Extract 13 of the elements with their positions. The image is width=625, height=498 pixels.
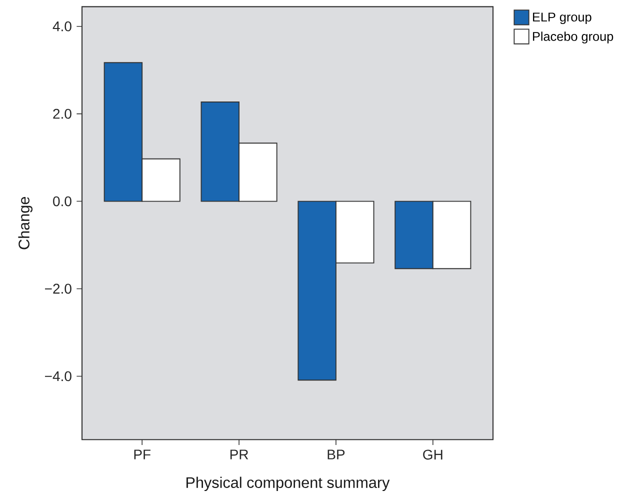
y-tick-label: 0.0 [53, 196, 72, 206]
y-tick-label: 2.0 [53, 108, 72, 119]
legend-label: ELP group [533, 12, 592, 24]
y-tick-label: −2.0 [45, 284, 72, 294]
legend-label: Placebo group [533, 32, 614, 44]
y-tick-label: −4.0 [45, 371, 72, 382]
x-tick-label: PR [230, 450, 248, 460]
y-tick-label: 4.0 [52, 21, 72, 32]
x-tick-label: BP [328, 450, 345, 460]
x-tick-label: PF [134, 450, 150, 460]
y-axis-title: Change [18, 196, 32, 250]
x-axis-title: Physical component summary [186, 476, 390, 492]
x-tick-label: GH [423, 450, 442, 460]
